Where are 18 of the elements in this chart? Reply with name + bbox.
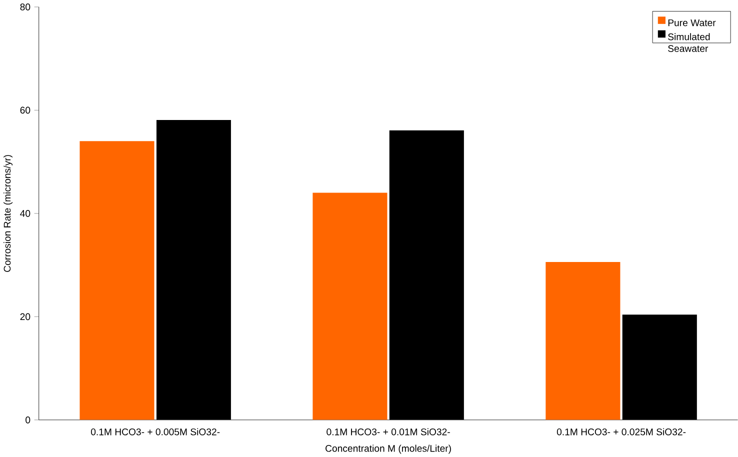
y-axis-title: Corrosion Rate (microns/yr) xyxy=(4,154,13,272)
legend-label: Simulated Seawater xyxy=(668,33,710,52)
y-tick-label: 80 xyxy=(20,3,30,10)
x-tick-label: 0.1M HCO3- + 0.005M SiO32- xyxy=(90,428,220,436)
x-axis-title: Concentration M (moles/Liter) xyxy=(326,444,451,454)
y-tick-label: 20 xyxy=(20,313,30,320)
legend-label: Pure Water xyxy=(668,19,716,26)
y-tick-label: 60 xyxy=(20,106,30,114)
bar xyxy=(546,262,620,420)
y-tick-label: 40 xyxy=(20,210,30,217)
x-tick-label: 0.1M HCO3- + 0.025M SiO32- xyxy=(556,428,686,436)
bar xyxy=(312,192,388,420)
y-tick-label: 0 xyxy=(26,416,30,424)
x-tick-label: 0.1M HCO3- + 0.01M SiO32- xyxy=(326,428,450,436)
bar xyxy=(389,130,464,420)
bar xyxy=(80,141,154,420)
bar xyxy=(622,314,697,420)
bar xyxy=(156,120,231,420)
